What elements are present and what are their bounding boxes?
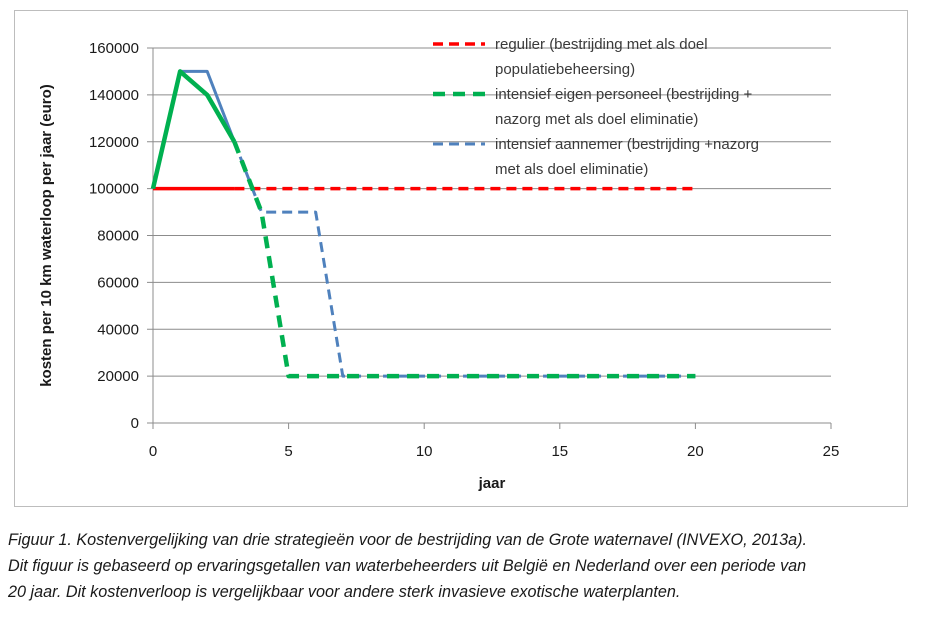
- figure-caption: Figuur 1. Kostenvergelijking van drie st…: [8, 527, 922, 605]
- y-tick-label: 120000: [89, 134, 139, 151]
- x-tick-label: 15: [551, 443, 568, 460]
- y-tick-label: 20000: [97, 368, 139, 385]
- y-tick-label: 160000: [89, 40, 139, 57]
- series-2-line-solid: [150, 69, 237, 190]
- caption-line: Figuur 1. Kostenvergelijking van drie st…: [8, 531, 808, 549]
- chart-frame: 0 20000 40000 60000 80000 100000 120000 140000 1…: [14, 10, 908, 507]
- x-tick-label: 5: [284, 443, 292, 460]
- legend-label: regulier (bestrijding met als doel: [495, 36, 708, 53]
- x-tick-label: 0: [149, 443, 157, 460]
- series-2-line-dashed: [232, 140, 696, 379]
- legend-label: intensief aannemer (bestrijding +nazorg: [495, 136, 759, 153]
- y-tick-label: 60000: [97, 274, 139, 291]
- legend-label: met als doel eliminatie): [495, 161, 648, 178]
- legend-label: nazorg met als doel eliminatie): [495, 111, 698, 128]
- x-axis-title: jaar: [478, 475, 506, 492]
- x-tick-label: 20: [687, 443, 704, 460]
- y-tick-label: 40000: [97, 321, 139, 338]
- legend-label: populatiebeheersing): [495, 61, 635, 78]
- line-chart: 0 20000 40000 60000 80000 100000 120000 140000 1…: [38, 36, 840, 492]
- y-tick-label: 0: [131, 415, 139, 432]
- caption-line: Dit figuur is gebaseerd op ervaringsgeta…: [8, 557, 807, 575]
- caption-line: 20 jaar. Dit kostenverloop is vergelijkb…: [8, 583, 681, 601]
- x-tick-label: 25: [823, 443, 840, 460]
- y-tick-label: 100000: [89, 181, 139, 198]
- legend-label: intensief eigen personeel (bestrijding +: [495, 86, 752, 103]
- y-tick-label: 140000: [89, 87, 139, 104]
- y-tick-label: 80000: [97, 228, 139, 245]
- y-axis-title: kosten per 10 km waterloop per jaar (eur…: [38, 84, 55, 387]
- x-tick-label: 10: [416, 443, 433, 460]
